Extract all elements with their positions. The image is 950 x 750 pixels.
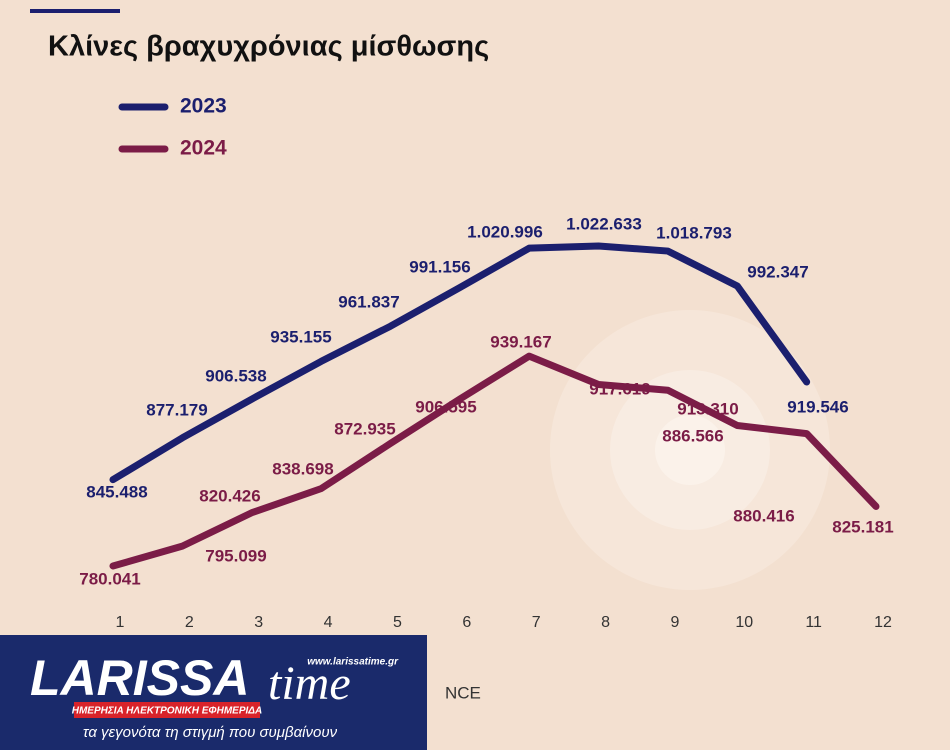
logo-bg xyxy=(0,635,427,750)
legend-label: 2023 xyxy=(180,95,227,118)
value-label: 1.018.793 xyxy=(656,223,732,242)
value-label: 825.181 xyxy=(832,517,893,536)
value-label: 838.698 xyxy=(272,459,333,478)
value-label: 886.566 xyxy=(662,426,723,445)
x-tick-label: 4 xyxy=(324,614,333,631)
series-line xyxy=(109,352,880,570)
x-tick-label: 12 xyxy=(874,614,892,631)
value-label: 872.935 xyxy=(334,419,395,438)
logo-tagline: ΗΜΕΡΗΣΙΑ ΗΛΕΚΤΡΟΝΙΚΗ ΕΦΗΜΕΡΙΔΑ xyxy=(72,706,262,717)
value-label: 1.020.996 xyxy=(467,222,543,241)
x-tick-label: 7 xyxy=(532,614,541,631)
value-label: 935.155 xyxy=(270,327,331,346)
value-label: 845.488 xyxy=(86,482,147,501)
logo-name: LARISSA xyxy=(30,650,249,706)
series-line xyxy=(109,242,811,484)
value-label: 991.156 xyxy=(409,257,470,276)
x-tick-label: 2 xyxy=(185,614,194,631)
logo-url: www.larissatime.gr xyxy=(307,657,399,668)
legend-label: 2024 xyxy=(180,137,227,160)
source: NCE xyxy=(445,683,481,702)
x-tick-label: 5 xyxy=(393,614,402,631)
decor xyxy=(655,415,725,485)
value-label: 919.546 xyxy=(787,397,848,416)
logo-name: time xyxy=(268,657,351,710)
value-label: 939.167 xyxy=(490,332,551,351)
value-label: 906.538 xyxy=(205,366,266,385)
x-tick-label: 8 xyxy=(601,614,610,631)
x-tick-label: 6 xyxy=(462,614,471,631)
value-label: 917.619 xyxy=(589,379,650,398)
x-tick-label: 3 xyxy=(254,614,263,631)
value-label: 780.041 xyxy=(79,569,140,588)
value-label: 820.426 xyxy=(199,486,260,505)
value-label: 992.347 xyxy=(747,262,808,281)
logo-band xyxy=(74,702,260,718)
value-label: 880.416 xyxy=(733,506,794,525)
value-label: 877.179 xyxy=(146,400,207,419)
logo-motto: τα γεγονότα τη στιγμή που συμβαίνουν xyxy=(83,724,338,741)
value-label: 961.837 xyxy=(338,292,399,311)
value-label: 913.310 xyxy=(677,399,738,418)
value-label: 906.595 xyxy=(415,397,476,416)
chart-title: Κλίνες βραχυχρόνιας μίσθωσης xyxy=(48,31,489,63)
x-tick-label: 1 xyxy=(116,614,125,631)
x-tick-label: 11 xyxy=(805,614,822,631)
logo: LARISSA time www.larissatime.gr ΗΜΕΡΗΣΙΑ… xyxy=(0,635,427,750)
value-label: 795.099 xyxy=(205,546,266,565)
x-tick-label: 10 xyxy=(735,614,753,631)
x-tick-label: 9 xyxy=(670,614,679,631)
value-label: 1.022.633 xyxy=(566,214,642,233)
